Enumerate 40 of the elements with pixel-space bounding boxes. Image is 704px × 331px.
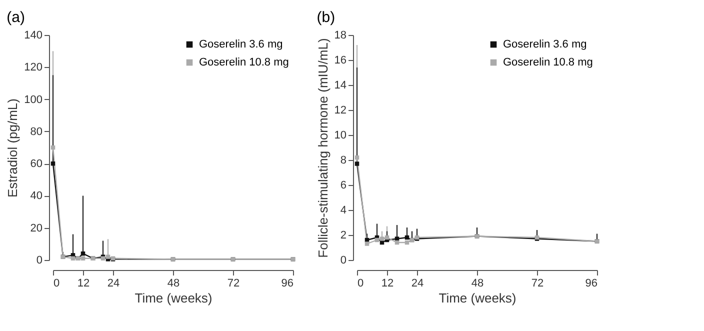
- y-tick-label: 18: [334, 30, 346, 42]
- x-tick-label: 12: [381, 278, 394, 290]
- y-tick-label: 10: [334, 130, 346, 142]
- legend-label: Goserelin 3.6 mg: [199, 38, 283, 50]
- chart-title: (a): [6, 9, 25, 26]
- y-tick-label: 2: [340, 230, 346, 242]
- x-tick-label: 24: [411, 278, 424, 290]
- y-tick-label: 20: [30, 222, 42, 234]
- y-tick-label: 80: [30, 126, 42, 138]
- y-tick-label: 6: [340, 180, 346, 192]
- x-tick-label: 72: [227, 278, 240, 290]
- y-tick-label: 0: [340, 254, 346, 266]
- x-tick-label: 0: [54, 278, 60, 290]
- x-tick-label: 48: [471, 278, 484, 290]
- x-axis-title: Time (weeks): [438, 290, 516, 306]
- chart-title: (b): [316, 9, 336, 26]
- y-tick-label: 60: [30, 158, 42, 170]
- y-tick-label: 120: [24, 62, 42, 74]
- y-tick-label: 4: [340, 204, 346, 216]
- y-tick-label: 12: [334, 104, 346, 116]
- y-tick-label: 100: [24, 94, 42, 106]
- y-axis-title: Follicle-stimulating hormone (mIU/mL): [315, 38, 330, 258]
- y-tick-label: 0: [36, 254, 42, 266]
- x-tick-label: 96: [585, 278, 598, 290]
- y-tick-label: 16: [334, 54, 346, 66]
- x-tick-label: 72: [531, 278, 544, 290]
- x-tick-label: 96: [281, 278, 294, 290]
- y-axis-title: Estradiol (pg/mL): [5, 98, 20, 198]
- y-tick-label: 40: [30, 190, 42, 202]
- x-tick-label: 48: [167, 278, 180, 290]
- x-tick-label: 12: [77, 278, 90, 290]
- legend-label: Goserelin 10.8 mg: [199, 56, 289, 68]
- x-axis-title: Time (weeks): [134, 290, 212, 306]
- x-tick-label: 24: [107, 278, 120, 290]
- y-tick-label: 140: [24, 30, 42, 42]
- y-tick-label: 8: [340, 154, 346, 166]
- legend-label: Goserelin 3.6 mg: [503, 38, 587, 50]
- y-tick-label: 14: [334, 80, 346, 92]
- x-tick-label: 0: [358, 278, 364, 290]
- legend-label: Goserelin 10.8 mg: [503, 56, 593, 68]
